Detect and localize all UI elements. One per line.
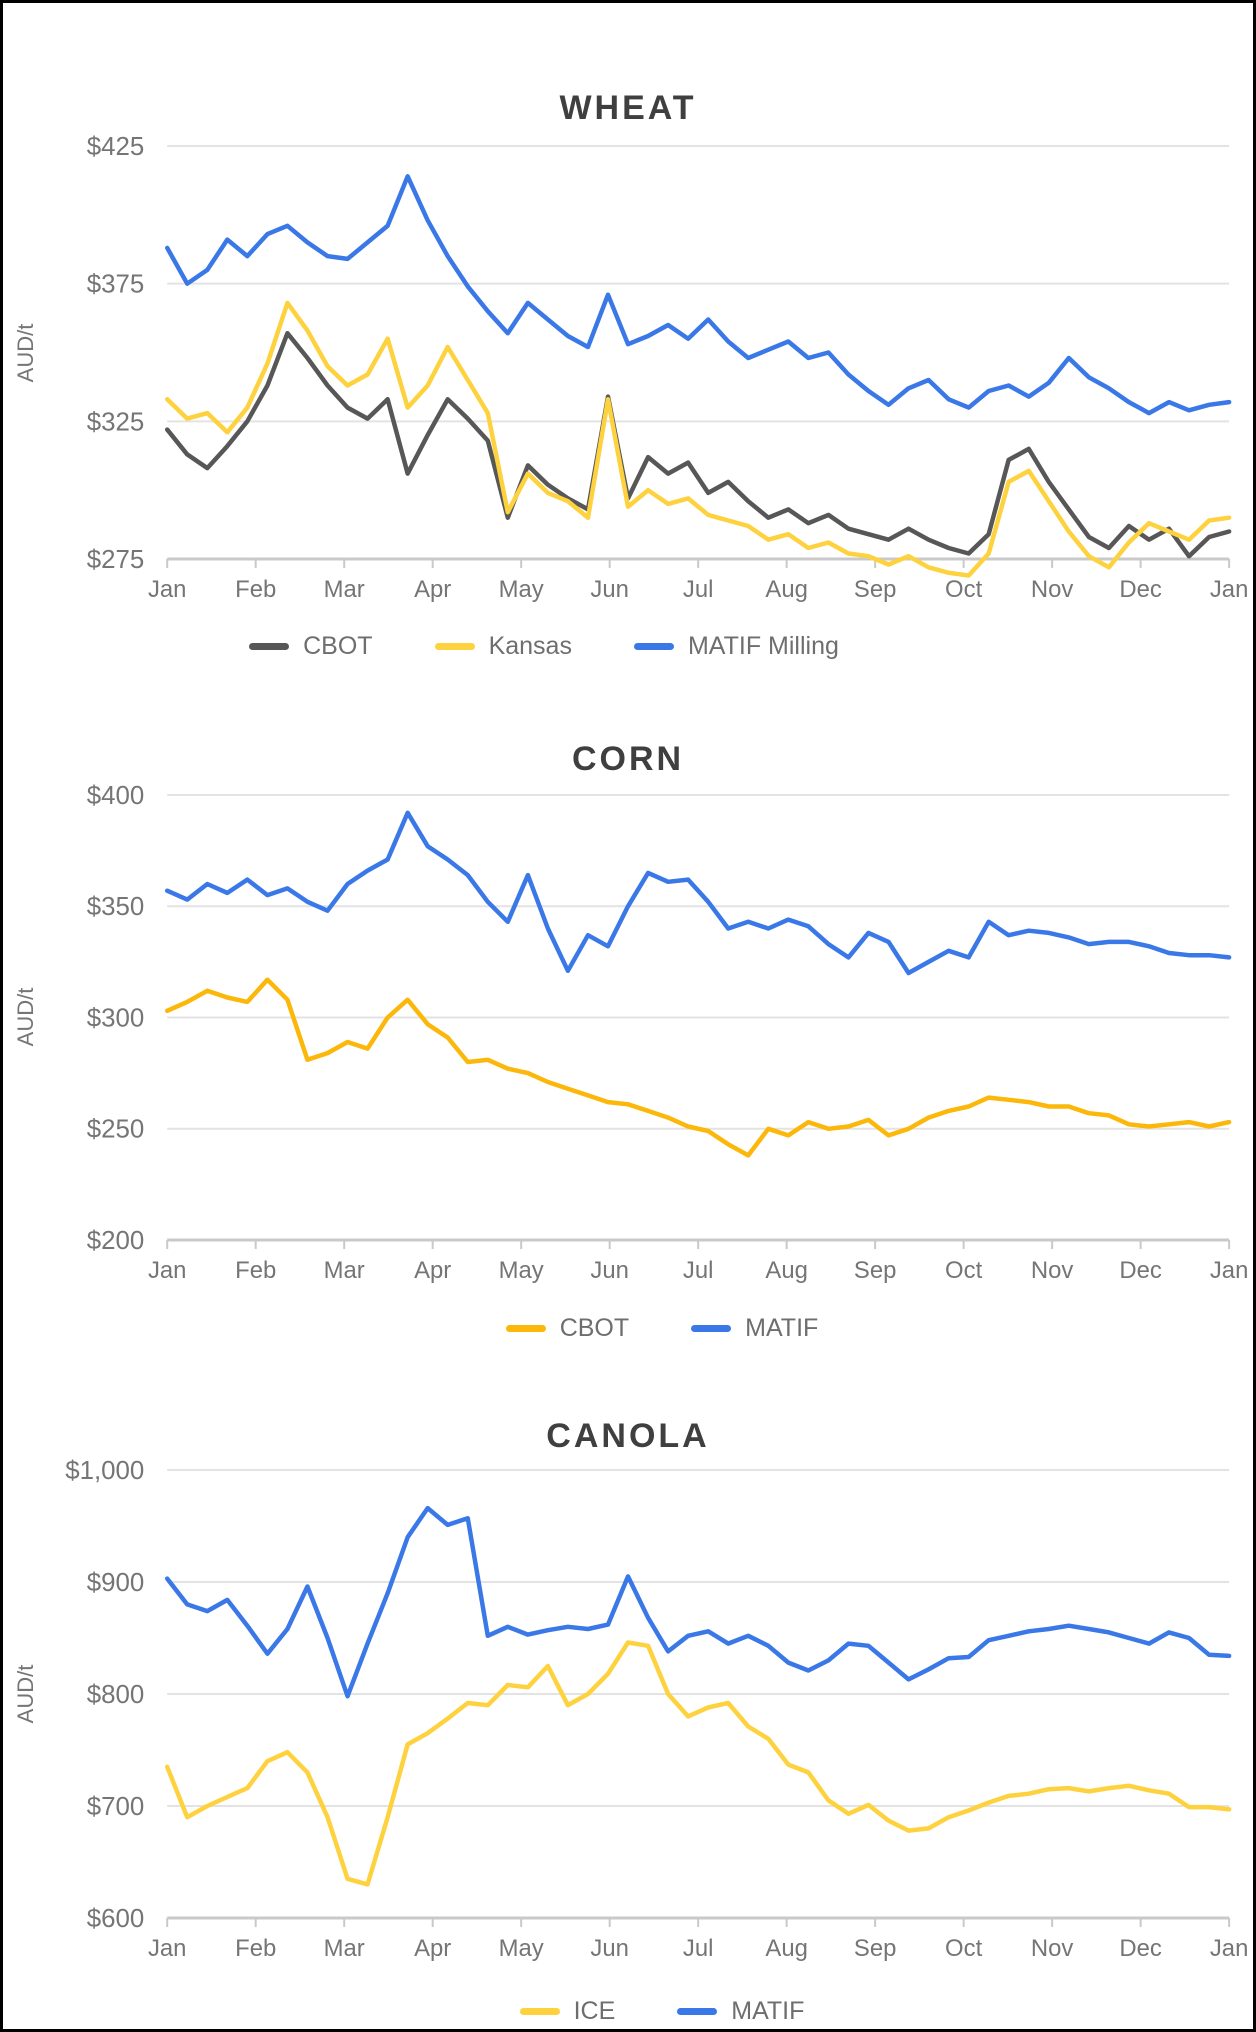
y-tick-label: $900: [87, 1569, 145, 1597]
cbot-price-line: [164, 977, 1232, 1158]
y-tick-label: $325: [87, 408, 145, 436]
legend-label-matif: MATIF: [745, 1313, 819, 1342]
legend-label-cbot: CBOT: [559, 1313, 630, 1342]
legend-item-ice: ICE: [519, 1996, 616, 2026]
x-tick-label: Jan: [1210, 1257, 1249, 1284]
x-tick-label: Dec: [1119, 1935, 1161, 1962]
y-tick-label: $250: [87, 1116, 145, 1144]
canola-chart-title: CANOLA: [546, 1417, 710, 1455]
x-tick-label: Jan: [1210, 576, 1249, 603]
x-tick-label: Feb: [235, 1257, 276, 1284]
x-tick-label: Jun: [590, 576, 629, 603]
cbot-price-line: [164, 330, 1232, 559]
wheat-chart-section: WHEAT $425 $375 $325 $275 Jan Feb Mar Apr May Jun…: [3, 3, 1253, 679]
y-tick-label: $200: [87, 1227, 145, 1255]
legend-item-matif: MATIF: [677, 1997, 804, 2026]
matif-price-line: [164, 810, 1232, 976]
legend-item-cbot: CBOT: [505, 1313, 630, 1343]
legend-label-ice: ICE: [573, 1996, 616, 2025]
y-tick-label: $700: [87, 1793, 145, 1821]
kansas-line-swatch: [434, 642, 475, 650]
y-tick-label: $600: [87, 1905, 145, 1933]
x-tick-label: Jul: [683, 1257, 714, 1284]
legend-item-cbot: CBOT: [249, 631, 373, 661]
legend-label-kansas: Kansas: [488, 631, 572, 660]
x-tick-label: Apr: [414, 1935, 451, 1962]
x-tick-label: Oct: [945, 1935, 982, 1962]
x-tick-label: Oct: [945, 1257, 982, 1284]
matif-line-swatch: [677, 2007, 718, 2015]
y-axis-title: AUD/t: [13, 1665, 38, 1724]
y-tick-label: $275: [87, 546, 145, 574]
ice-line-swatch: [519, 2007, 560, 2015]
x-tick-label: Sep: [854, 1257, 896, 1284]
x-tick-label: Sep: [854, 1935, 896, 1962]
x-tick-label: Jan: [148, 1935, 187, 1962]
x-tick-label: Feb: [235, 576, 276, 603]
y-tick-label: $375: [87, 271, 145, 299]
x-tick-label: Dec: [1119, 1257, 1161, 1284]
x-tick-label: Dec: [1119, 576, 1161, 603]
legend-label-matif-milling: MATIF Milling: [687, 631, 839, 660]
matif-milling-price-line: [164, 174, 1232, 416]
y-tick-label: $400: [87, 782, 145, 810]
x-tick-label: Aug: [765, 1257, 807, 1284]
corn-chart-title: CORN: [571, 740, 685, 778]
canola-chart-legend: ICE MATIF: [37, 1994, 1253, 2028]
y-tick-label: $800: [87, 1681, 145, 1709]
x-tick-label: Nov: [1031, 1935, 1073, 1962]
legend-item-kansas: Kansas: [434, 631, 572, 661]
x-tick-label: Jun: [590, 1935, 629, 1962]
matif-line-swatch: [691, 1324, 732, 1332]
legend-label-cbot: CBOT: [303, 631, 373, 660]
x-tick-label: May: [499, 1257, 544, 1284]
wheat-chart-legend: CBOT Kansas MATIF Milling: [3, 629, 1169, 663]
y-tick-label: $425: [87, 133, 145, 161]
canola-chart-section: CANOLA $1,000 $900 $800 $700 $600 Jan Feb Mar Ap…: [3, 1370, 1253, 2032]
legend-label-matif: MATIF: [731, 1996, 805, 2025]
x-tick-label: Jan: [1210, 1935, 1249, 1962]
x-tick-label: Jul: [683, 1935, 714, 1962]
x-tick-label: May: [499, 576, 544, 603]
x-tick-label: Nov: [1031, 1257, 1073, 1284]
y-tick-label: $300: [87, 1004, 145, 1032]
y-tick-label: $1,000: [65, 1457, 144, 1485]
x-tick-label: Sep: [854, 576, 896, 603]
cbot-line-swatch: [505, 1324, 546, 1332]
matif-price-line: [164, 1505, 1232, 1699]
x-tick-label: Aug: [765, 1935, 807, 1962]
legend-item-matif: MATIF: [691, 1314, 818, 1343]
x-tick-label: Jan: [148, 576, 187, 603]
wheat-chart-title: WHEAT: [559, 89, 697, 127]
x-tick-label: Apr: [414, 1257, 451, 1284]
x-tick-label: Mar: [324, 576, 365, 603]
x-tick-label: Jun: [590, 1257, 629, 1284]
y-axis-title: AUD/t: [13, 988, 38, 1047]
y-tick-label: $350: [87, 893, 145, 921]
cbot-line-swatch: [249, 642, 290, 650]
x-tick-label: Nov: [1031, 576, 1073, 603]
x-tick-label: Mar: [324, 1257, 365, 1284]
x-tick-label: Apr: [414, 576, 451, 603]
y-axis-title: AUD/t: [13, 324, 38, 383]
x-tick-label: Feb: [235, 1935, 276, 1962]
x-tick-label: May: [499, 1935, 544, 1962]
x-tick-label: Aug: [765, 576, 807, 603]
x-tick-label: Jul: [683, 576, 714, 603]
kansas-price-line: [164, 300, 1232, 578]
x-tick-label: Jan: [148, 1257, 187, 1284]
legend-item-matif-milling: MATIF Milling: [633, 631, 839, 661]
ice-price-line: [164, 1640, 1232, 1887]
x-tick-label: Mar: [324, 1935, 365, 1962]
corn-chart-legend: CBOT MATIF: [37, 1311, 1253, 1345]
x-tick-label: Oct: [945, 576, 982, 603]
matif-milling-line-swatch: [633, 642, 674, 650]
corn-chart-section: CORN $400 $350 $300 $250 $200 Jan Feb Mar Apr May…: [3, 679, 1253, 1370]
